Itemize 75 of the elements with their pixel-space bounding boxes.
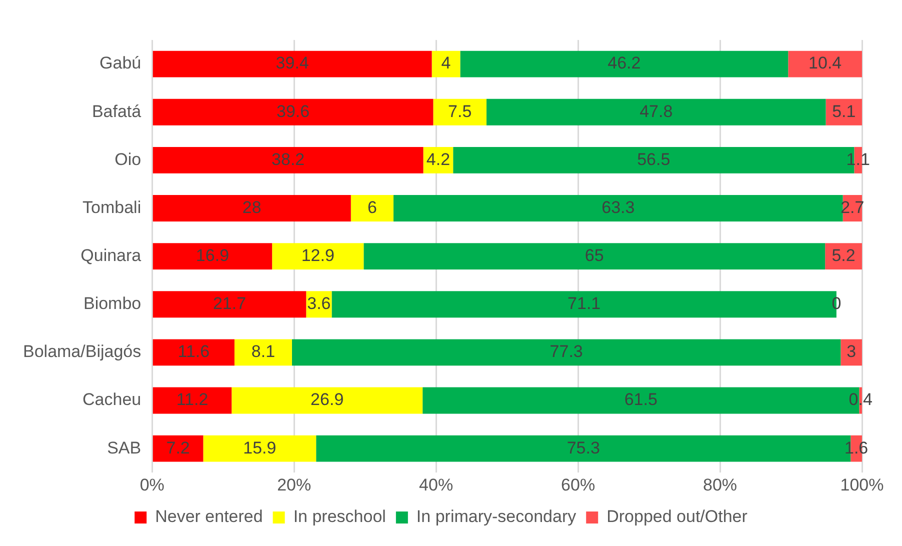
legend-label: In preschool	[293, 507, 386, 526]
data-label: 75.3	[566, 438, 600, 458]
data-label: 39.4	[276, 54, 309, 73]
y-tick-label: SAB	[107, 438, 142, 458]
legend-label: In primary-secondary	[416, 507, 577, 526]
bar	[433, 98, 486, 126]
bar	[460, 50, 788, 78]
data-label: 5.1	[832, 102, 856, 121]
x-tick-label: 40%	[419, 475, 454, 494]
data-label: 12.9	[301, 246, 334, 265]
bar	[292, 339, 841, 366]
data-label: 39.6	[276, 102, 310, 121]
data-label: 21.7	[212, 294, 246, 314]
data-label: 11.6	[178, 342, 210, 362]
data-label: 46.2	[608, 54, 641, 73]
data-label: 77.3	[550, 342, 583, 362]
data-label: 56.5	[637, 150, 670, 169]
data-label: 10.4	[808, 54, 842, 73]
data-label: 4.2	[426, 150, 450, 169]
data-label: 8.1	[251, 342, 276, 362]
bar	[152, 243, 272, 270]
data-label: 63.3	[602, 198, 635, 217]
data-label: 61.5	[624, 390, 658, 410]
data-label: 16.9	[196, 246, 230, 265]
data-label: 0.4	[848, 390, 872, 410]
bar	[203, 435, 316, 462]
bar	[152, 387, 232, 414]
y-tick-label: Cacheu	[82, 390, 142, 410]
y-tick-label: Tombali	[82, 198, 142, 217]
data-label: 6	[367, 198, 377, 217]
y-tick-label: Biombo	[83, 294, 142, 314]
data-label: 26.9	[310, 390, 344, 410]
data-label: 3.6	[307, 294, 331, 314]
bar	[364, 243, 826, 270]
bar	[788, 50, 862, 78]
data-label: 7.2	[166, 438, 190, 458]
data-label: 38.2	[272, 150, 305, 169]
legend-label: Dropped out/Other	[606, 507, 748, 526]
bar	[393, 195, 843, 222]
bar	[272, 243, 364, 270]
bar	[486, 98, 826, 126]
data-label: 5.2	[832, 246, 856, 265]
data-label: 4	[441, 54, 451, 73]
bar	[234, 339, 292, 366]
bar	[232, 387, 423, 414]
data-label: 65	[584, 246, 604, 265]
data-label: 7.5	[448, 102, 472, 121]
x-tick-label: 60%	[561, 475, 596, 494]
y-tick-label: Gabú	[100, 54, 142, 73]
x-tick-label: 100%	[840, 475, 884, 494]
data-label: 3	[846, 342, 856, 362]
data-label: 47.8	[640, 102, 673, 121]
bar	[350, 195, 394, 222]
y-tick-label: Quinara	[80, 246, 142, 265]
bar	[152, 339, 234, 366]
bar	[152, 146, 424, 174]
data-label: 28	[242, 198, 262, 217]
y-tick-label: Bafatá	[92, 102, 142, 121]
bar	[152, 435, 204, 462]
x-tick-label: 20%	[277, 475, 312, 494]
data-label: 15.9	[243, 438, 276, 458]
legend-label: Never entered	[155, 507, 263, 526]
bar	[840, 339, 862, 366]
bar	[152, 291, 306, 318]
data-label: 11.2	[176, 390, 208, 410]
bar	[152, 195, 351, 222]
bar	[432, 50, 460, 78]
data-label: 71.1	[568, 294, 601, 314]
x-tick-label: 0%	[140, 475, 164, 494]
bar	[152, 98, 434, 126]
bar	[152, 50, 432, 78]
y-tick-label: Bolama/Bijagós	[22, 342, 142, 362]
x-tick-label: 80%	[703, 475, 738, 494]
y-tick-label: Oio	[114, 150, 142, 169]
data-label: 1.1	[846, 150, 870, 169]
